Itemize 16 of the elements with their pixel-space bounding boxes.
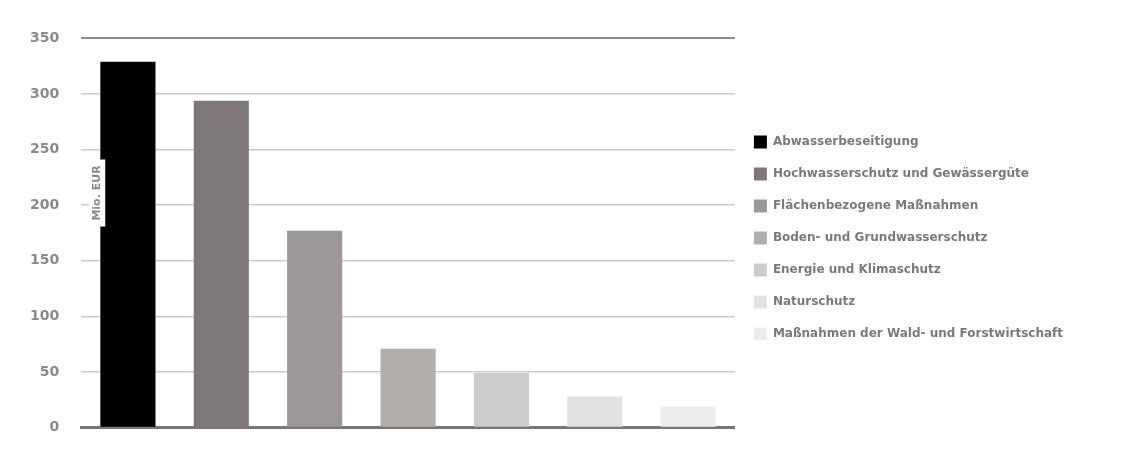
legend-label: Energie und Klimaschutz xyxy=(772,262,941,277)
y-axis-title: Mio. EUR xyxy=(90,164,104,221)
y-tick-label: 200 xyxy=(29,195,60,212)
y-tick-label: 250 xyxy=(29,140,60,157)
legend-label: Naturschutz xyxy=(772,294,856,309)
legend-label: Abwasserbeseitigung xyxy=(772,134,919,149)
y-tick-label: 350 xyxy=(29,29,60,46)
y-tick-label: 100 xyxy=(29,307,60,324)
y-tick-label: 150 xyxy=(29,251,60,268)
legend-label: Maßnahmen der Wald- und Forstwirtschaft xyxy=(772,326,1064,341)
legend-label: Flächenbezogene Maßnahmen xyxy=(772,198,979,213)
y-tick-label: 50 xyxy=(39,362,60,379)
legend-label: Hochwasserschutz und Gewässergüte xyxy=(772,166,1029,181)
y-tick-label: 300 xyxy=(29,84,60,101)
legend-label: Boden- und Grundwasserschutz xyxy=(772,230,988,245)
y-tick-label: 0 xyxy=(49,418,60,435)
